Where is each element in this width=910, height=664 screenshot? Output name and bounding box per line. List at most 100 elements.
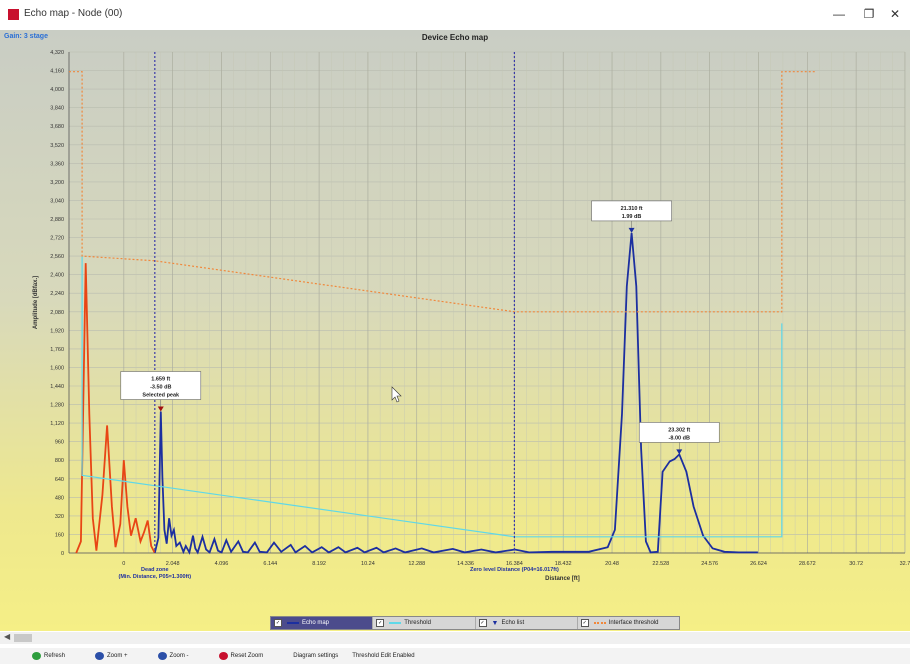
y-tick-label: 2,880 (50, 217, 64, 223)
legend-label: Interface threshold (608, 620, 659, 626)
diagram-settings-label: Diagram settings (293, 653, 339, 659)
legend-interface-threshold[interactable]: ✓ Interface threshold (578, 617, 679, 629)
annotation-label: -8.00 dB (669, 435, 690, 441)
x-tick-label: 10.24 (361, 561, 375, 567)
y-tick-label: 3,360 (50, 161, 64, 167)
annotation-label: 1.99 dB (622, 214, 642, 220)
y-tick-label: 2,560 (50, 254, 64, 260)
chart-legend: ✓ Echo map ✓ Threshold ✓ ▼ Echo list ✓ I… (270, 616, 680, 630)
horizontal-scrollbar[interactable]: ◀ (0, 632, 910, 644)
refresh-button[interactable]: Refresh (32, 652, 65, 660)
y-tick-label: 800 (55, 458, 64, 464)
annotation-label: Selected peak (142, 393, 180, 399)
peak-marker (157, 406, 164, 412)
checkbox-icon[interactable]: ✓ (478, 619, 487, 627)
title-bar: Echo map - Node (00) — ❐ ✕ (0, 0, 910, 30)
x-tick-label: 12.288 (408, 561, 425, 567)
series-line-interface-threshold (69, 71, 816, 313)
gain-label: Gain: 3 stage (4, 33, 48, 40)
x-tick-label: 26.624 (750, 561, 767, 567)
maximize-button[interactable]: ❐ (863, 7, 875, 21)
line-swatch-icon (389, 622, 402, 624)
axis-note-label: Dead zone (141, 567, 169, 573)
series-line-echo-map (75, 263, 156, 554)
peak-marker (628, 227, 635, 233)
axis-note-label: (Min. Distance, P05=1.300ft) (119, 574, 192, 580)
chart-title: Device Echo map (421, 33, 489, 42)
refresh-label: Refresh (44, 653, 66, 659)
y-tick-label: 3,680 (50, 124, 64, 130)
y-tick-label: 1,280 (50, 403, 64, 409)
x-axis-label: Distance [ft] (545, 576, 580, 582)
window-title: Echo map - Node (00) (24, 8, 123, 19)
x-tick-label: 0 (122, 561, 125, 567)
y-tick-label: 4,320 (50, 50, 64, 56)
y-axis-label: Amplitude [dBfax.] (33, 276, 39, 329)
x-tick-label: 8.192 (312, 561, 326, 567)
y-tick-label: 2,080 (50, 310, 64, 316)
mouse-cursor-icon (391, 386, 402, 403)
y-tick-label: 1,440 (50, 384, 64, 390)
zoom-in-label: Zoom + (107, 653, 128, 659)
y-tick-label: 3,520 (50, 143, 64, 149)
x-tick-label: 28.672 (799, 561, 816, 567)
zoom-in-icon (95, 652, 105, 660)
annotation-label: 23.302 ft (668, 427, 690, 433)
legend-label: Echo map (302, 620, 330, 626)
y-tick-label: 4,000 (50, 87, 64, 93)
reset-zoom-button[interactable]: Reset Zoom (218, 652, 263, 660)
app-icon (8, 9, 19, 20)
x-tick-label: 6.144 (263, 561, 277, 567)
echo-map-chart[interactable]: 0 160 320 480 640 800 960 1,120 1,280 1,440 1,600 1… (0, 30, 910, 630)
y-tick-label: 2,720 (50, 236, 64, 242)
scroll-left-icon[interactable]: ◀ (4, 632, 11, 641)
zoom-in-button[interactable]: Zoom + (95, 652, 128, 660)
threshold-edit-button[interactable]: Threshold Edit Enabled (352, 653, 414, 659)
x-tick-label: 20.48 (605, 561, 619, 567)
refresh-icon (32, 652, 41, 660)
legend-echo-list[interactable]: ✓ ▼ Echo list (476, 617, 578, 629)
legend-label: Echo list (501, 620, 525, 626)
y-tick-label: 160 (55, 532, 64, 538)
annotation-label: -3.50 dB (150, 385, 171, 391)
zoom-out-icon (157, 652, 167, 660)
legend-echo-map[interactable]: ✓ Echo map (271, 617, 374, 629)
scrollbar-thumb[interactable] (14, 634, 32, 642)
annotation-label: 21.310 ft (621, 206, 643, 212)
y-tick-label: 2,240 (50, 291, 64, 297)
close-button[interactable]: ✕ (889, 7, 901, 21)
series-line-threshold (81, 256, 783, 538)
diagram-settings-button[interactable]: Diagram settings (293, 653, 338, 659)
series-line-echo-map (153, 232, 758, 555)
x-tick-label: 14.336 (457, 561, 474, 567)
zoom-out-button[interactable]: Zoom - (157, 652, 189, 660)
axis-note-label: Zero level Distance (P04=16.017ft) (470, 567, 559, 573)
checkbox-icon[interactable]: ✓ (376, 619, 385, 627)
y-tick-label: 3,200 (50, 180, 64, 186)
y-tick-label: 3,840 (50, 106, 64, 112)
x-tick-label: 4.096 (215, 561, 229, 567)
reset-zoom-icon (218, 652, 228, 660)
y-tick-label: 2,400 (50, 273, 64, 279)
y-tick-label: 4,160 (50, 69, 64, 75)
annotation-label: 1.659 ft (151, 377, 170, 383)
y-tick-label: 960 (55, 440, 64, 446)
y-tick-label: 1,760 (50, 347, 64, 353)
peak-marker (676, 449, 683, 455)
line-swatch-icon (287, 622, 299, 624)
y-tick-label: 1,600 (50, 365, 64, 371)
checkbox-icon[interactable]: ✓ (580, 619, 589, 627)
y-tick-label: 320 (55, 514, 64, 520)
x-tick-label: 32.7 (900, 561, 910, 567)
threshold-edit-label: Threshold Edit Enabled (352, 653, 415, 659)
y-tick-label: 0 (61, 551, 64, 557)
legend-label: Threshold (404, 620, 431, 626)
y-tick-label: 1,120 (50, 421, 64, 427)
x-tick-label: 18.432 (555, 561, 572, 567)
y-tick-label: 1,920 (50, 328, 64, 334)
minimize-button[interactable]: — (833, 7, 845, 21)
x-tick-label: 2.048 (166, 561, 180, 567)
dotted-line-swatch-icon (593, 622, 606, 624)
checkbox-icon[interactable]: ✓ (274, 619, 282, 627)
legend-threshold[interactable]: ✓ Threshold (373, 617, 476, 629)
